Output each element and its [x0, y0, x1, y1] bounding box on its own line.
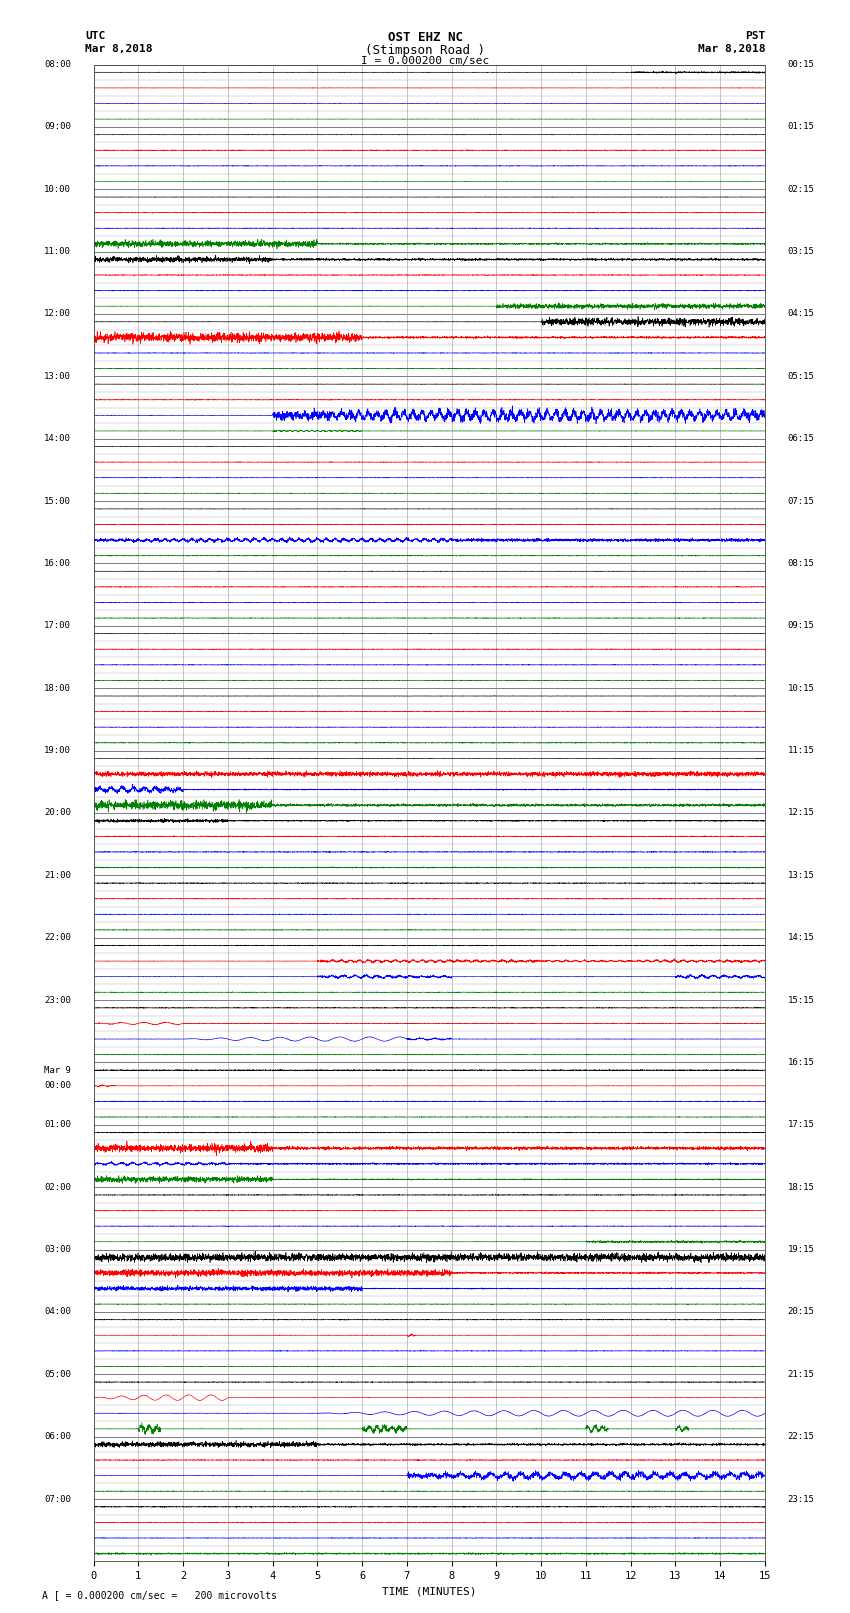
- Text: PST: PST: [745, 31, 765, 40]
- Text: (Stimpson Road ): (Stimpson Road ): [365, 44, 485, 56]
- Text: 07:00: 07:00: [44, 1495, 71, 1503]
- Text: 01:15: 01:15: [787, 123, 814, 131]
- Text: Mar 9: Mar 9: [44, 1066, 71, 1074]
- Text: 11:15: 11:15: [787, 747, 814, 755]
- Text: Mar 8,2018: Mar 8,2018: [85, 44, 152, 53]
- Text: 11:00: 11:00: [44, 247, 71, 256]
- Text: 02:00: 02:00: [44, 1182, 71, 1192]
- Text: 04:15: 04:15: [787, 310, 814, 318]
- Text: 18:00: 18:00: [44, 684, 71, 692]
- X-axis label: TIME (MINUTES): TIME (MINUTES): [382, 1587, 477, 1597]
- Text: 15:00: 15:00: [44, 497, 71, 505]
- Text: 14:15: 14:15: [787, 934, 814, 942]
- Text: 06:15: 06:15: [787, 434, 814, 444]
- Text: 06:00: 06:00: [44, 1432, 71, 1440]
- Text: 10:15: 10:15: [787, 684, 814, 692]
- Text: 12:00: 12:00: [44, 310, 71, 318]
- Text: 03:15: 03:15: [787, 247, 814, 256]
- Text: 18:15: 18:15: [787, 1182, 814, 1192]
- Text: 05:00: 05:00: [44, 1369, 71, 1379]
- Text: 20:15: 20:15: [787, 1308, 814, 1316]
- Text: A [ = 0.000200 cm/sec =   200 microvolts: A [ = 0.000200 cm/sec = 200 microvolts: [42, 1590, 277, 1600]
- Text: 20:00: 20:00: [44, 808, 71, 818]
- Text: 02:15: 02:15: [787, 185, 814, 194]
- Text: 14:00: 14:00: [44, 434, 71, 444]
- Text: 07:15: 07:15: [787, 497, 814, 505]
- Text: 22:15: 22:15: [787, 1432, 814, 1440]
- Text: 21:00: 21:00: [44, 871, 71, 879]
- Text: 10:00: 10:00: [44, 185, 71, 194]
- Text: I = 0.000200 cm/sec: I = 0.000200 cm/sec: [361, 56, 489, 66]
- Text: 05:15: 05:15: [787, 373, 814, 381]
- Text: 13:15: 13:15: [787, 871, 814, 879]
- Text: 13:00: 13:00: [44, 373, 71, 381]
- Text: 16:15: 16:15: [787, 1058, 814, 1066]
- Text: 00:00: 00:00: [44, 1081, 71, 1090]
- Text: Mar 8,2018: Mar 8,2018: [698, 44, 765, 53]
- Text: 09:00: 09:00: [44, 123, 71, 131]
- Text: UTC: UTC: [85, 31, 105, 40]
- Text: 08:15: 08:15: [787, 560, 814, 568]
- Text: 08:00: 08:00: [44, 60, 71, 69]
- Text: 19:15: 19:15: [787, 1245, 814, 1253]
- Text: 09:15: 09:15: [787, 621, 814, 631]
- Text: 21:15: 21:15: [787, 1369, 814, 1379]
- Text: 15:15: 15:15: [787, 995, 814, 1005]
- Text: 22:00: 22:00: [44, 934, 71, 942]
- Text: 16:00: 16:00: [44, 560, 71, 568]
- Text: 23:00: 23:00: [44, 995, 71, 1005]
- Text: 12:15: 12:15: [787, 808, 814, 818]
- Text: OST EHZ NC: OST EHZ NC: [388, 31, 462, 44]
- Text: 03:00: 03:00: [44, 1245, 71, 1253]
- Text: 04:00: 04:00: [44, 1308, 71, 1316]
- Text: 01:00: 01:00: [44, 1121, 71, 1129]
- Text: 17:15: 17:15: [787, 1121, 814, 1129]
- Text: 19:00: 19:00: [44, 747, 71, 755]
- Text: 00:15: 00:15: [787, 60, 814, 69]
- Text: 23:15: 23:15: [787, 1495, 814, 1503]
- Text: 17:00: 17:00: [44, 621, 71, 631]
